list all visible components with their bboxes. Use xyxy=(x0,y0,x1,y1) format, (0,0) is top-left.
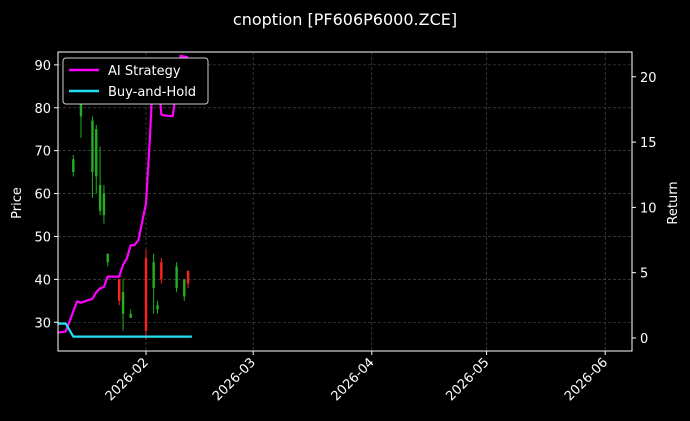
candle-body xyxy=(156,305,159,310)
candle-body xyxy=(98,184,102,211)
candle-body xyxy=(106,253,109,263)
y-left-tick-label: 40 xyxy=(34,273,51,288)
legend-box xyxy=(62,57,209,105)
legend-label-buy-and-hold: Buy-and-Hold xyxy=(108,85,196,100)
y-left-tick-label: 90 xyxy=(34,59,51,74)
candle-body xyxy=(152,262,155,288)
series-lines xyxy=(57,54,192,338)
series-line-ai-strategy xyxy=(57,54,189,334)
candle-body xyxy=(160,262,163,280)
y-left-tick-label: 50 xyxy=(34,230,51,245)
y-axis-right-label: Return xyxy=(666,181,681,224)
y-left-tick-label: 80 xyxy=(34,102,51,117)
y-left-tick-label: 60 xyxy=(34,188,51,203)
candles xyxy=(72,90,190,340)
candle-body xyxy=(95,129,98,177)
y-right-tick-label: 10 xyxy=(640,201,657,216)
y-left-tick-label: 70 xyxy=(34,145,51,160)
candle-body xyxy=(144,257,148,331)
legend: AI Strategy Buy-and-Hold xyxy=(62,57,209,105)
y-right-tick-label: 5 xyxy=(640,267,648,282)
legend-label-ai-strategy: AI Strategy xyxy=(108,64,181,79)
plot-frame xyxy=(57,51,633,352)
y-left-tick-label: 30 xyxy=(34,316,51,331)
candle-body xyxy=(183,279,186,297)
candle-body xyxy=(121,292,125,314)
candle-body xyxy=(129,313,132,318)
candle-body xyxy=(175,266,178,288)
chart-title: cnoption [PF606P6000.ZCE] xyxy=(233,10,457,29)
y-right-tick-label: 0 xyxy=(640,332,648,347)
y-axis-left-label: Price xyxy=(10,187,25,219)
candle-body xyxy=(72,159,75,173)
y-right-tick-label: 15 xyxy=(640,136,657,151)
candle-body xyxy=(118,279,121,301)
candle-body xyxy=(102,193,106,216)
candle-body xyxy=(79,99,83,117)
candle-body xyxy=(91,120,94,173)
candle-body xyxy=(186,270,190,284)
y-right-tick-label: 20 xyxy=(640,71,657,86)
series-line-buy-and-hold xyxy=(58,322,192,338)
